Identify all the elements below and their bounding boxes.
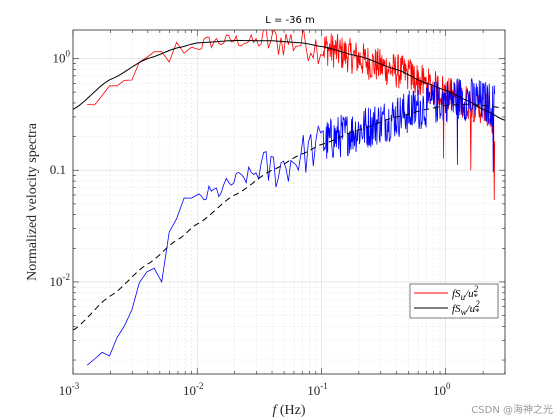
series-line-model-u xyxy=(73,40,505,121)
legend-label-u: fSu/u2 * xyxy=(452,284,479,302)
x-tick-label: 10-1 xyxy=(307,381,328,398)
axes-box xyxy=(72,29,506,375)
legend: fSu/u2 * fSw/u2 * xyxy=(409,283,499,319)
legend-label-w: fSw/u2 * xyxy=(452,299,480,317)
x-tick-label: 10-3 xyxy=(59,381,80,398)
series-line-fs-w-u-2 xyxy=(86,77,496,366)
chart-title: L = -36 m xyxy=(265,15,315,26)
y-tick-label: 10-2 xyxy=(50,272,71,289)
legend-box xyxy=(409,283,499,319)
watermark: CSDN @海神之光 xyxy=(471,403,553,416)
x-tick-labels: 10-3 10-2 10-1 100 xyxy=(59,381,451,398)
plot-area xyxy=(72,29,506,375)
y-axis-label: Normalized velocity spectra xyxy=(25,122,40,281)
axis-ticks xyxy=(72,30,506,374)
y-tick-label: 100 xyxy=(53,49,71,66)
series-layer xyxy=(73,30,505,366)
x-tick-label: 100 xyxy=(433,381,451,398)
y-tick-label: 0.1 xyxy=(50,162,66,177)
series-line-model-w xyxy=(73,103,505,331)
y-tick-labels: 10-2 0.1 100 xyxy=(50,49,71,289)
x-axis-label: f (Hz) xyxy=(272,403,305,418)
x-tick-label: 10-2 xyxy=(183,381,204,398)
